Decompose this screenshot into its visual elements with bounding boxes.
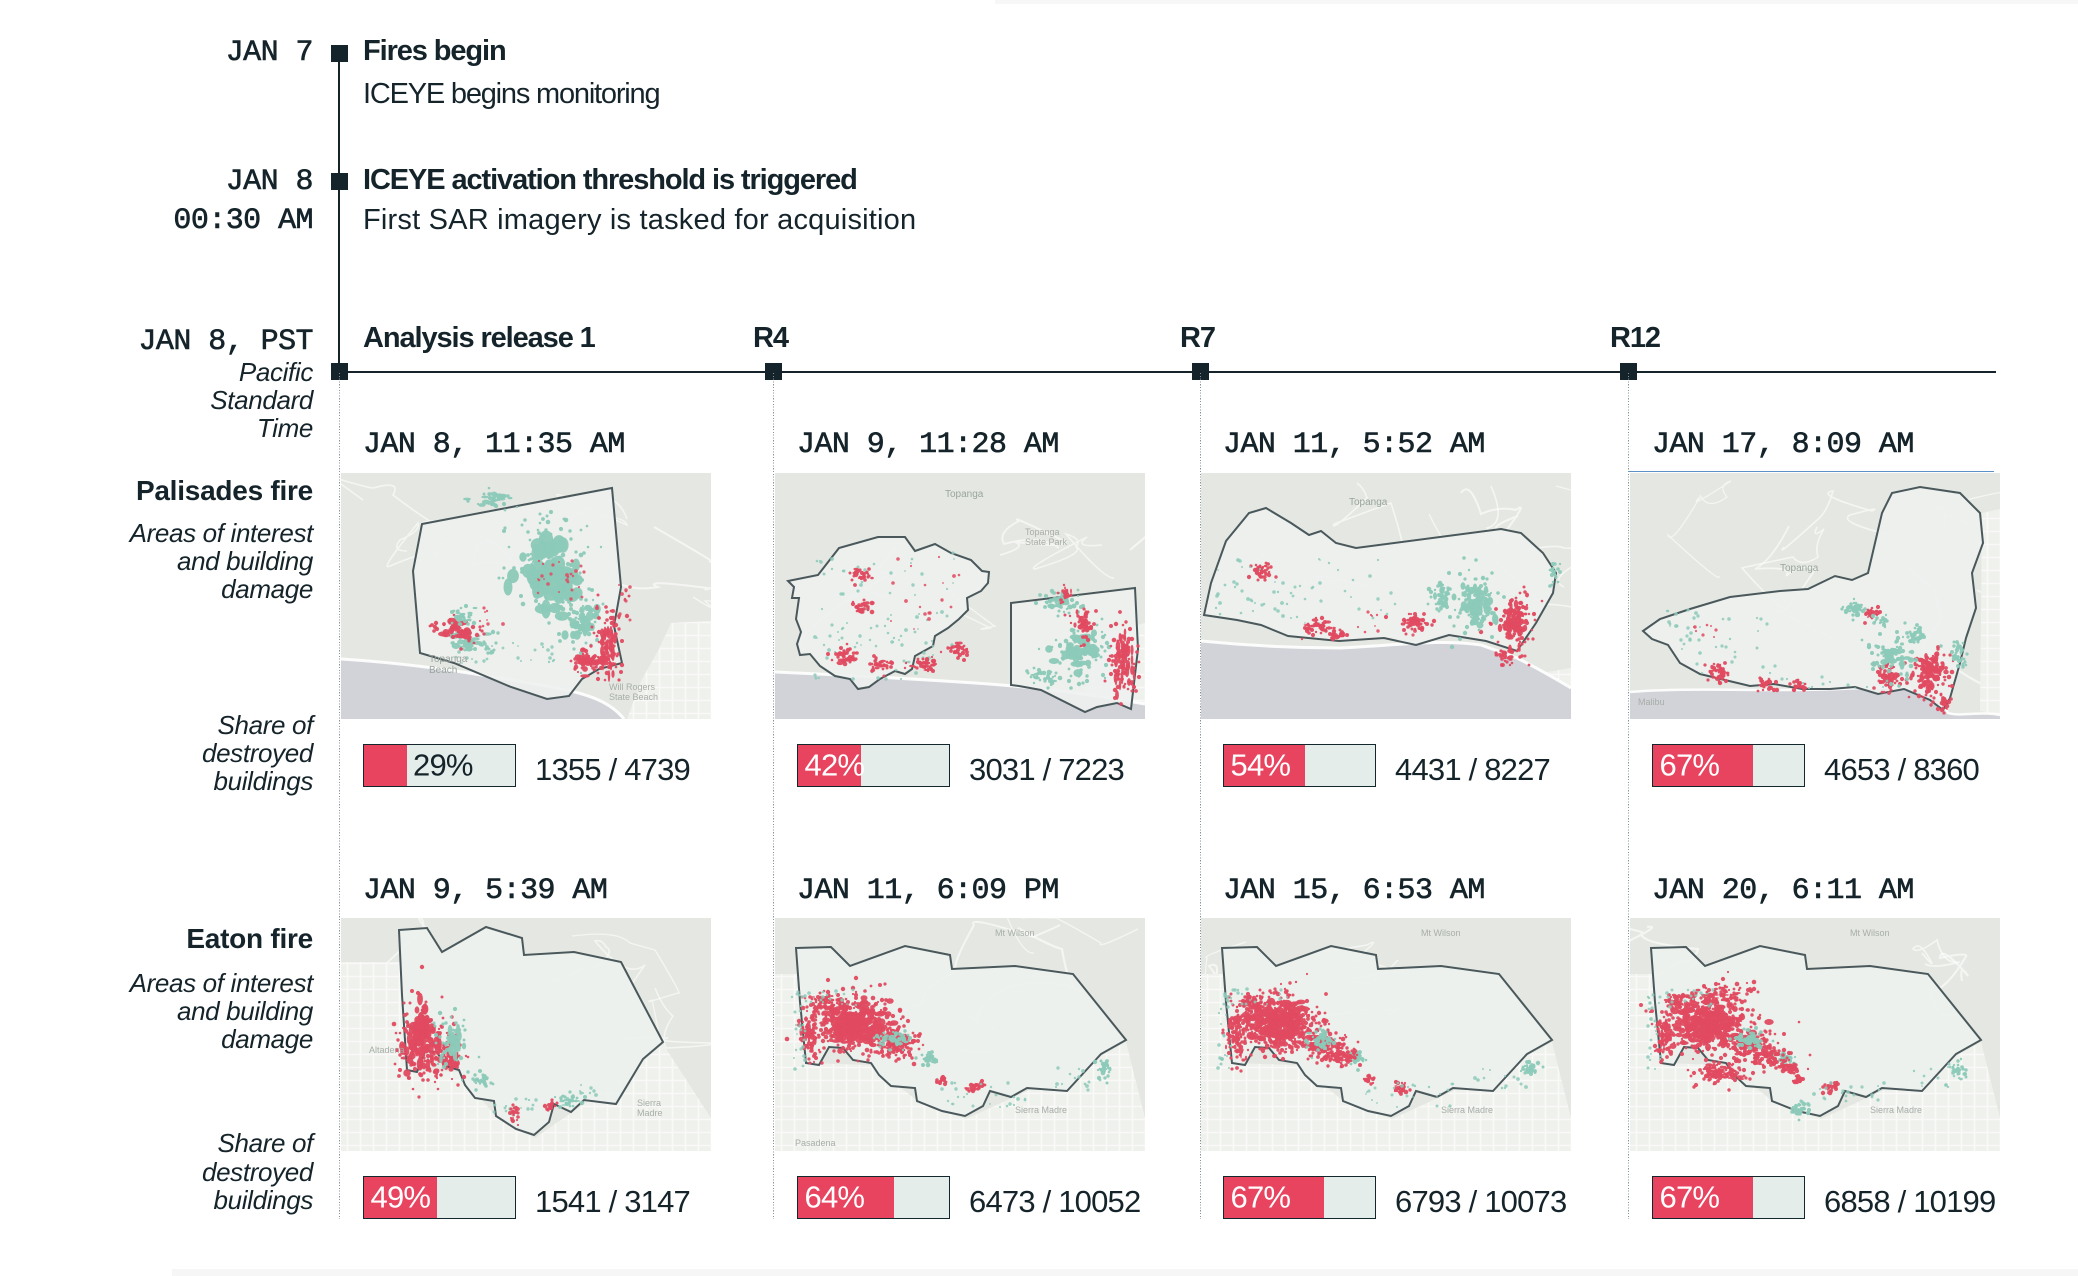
svg-text:Madre: Madre bbox=[637, 1108, 663, 1118]
svg-text:Pasadena: Pasadena bbox=[795, 1138, 836, 1148]
svg-text:Will Rogers: Will Rogers bbox=[609, 682, 656, 692]
svg-text:Mt Wilson: Mt Wilson bbox=[995, 928, 1035, 938]
svg-text:Altadena: Altadena bbox=[369, 1045, 405, 1055]
svg-text:Topanga: Topanga bbox=[1349, 497, 1388, 508]
svg-text:Sierra Madre: Sierra Madre bbox=[1441, 1105, 1493, 1115]
svg-text:State Beach: State Beach bbox=[609, 692, 658, 702]
svg-text:Beach: Beach bbox=[429, 665, 457, 676]
svg-text:State Park: State Park bbox=[1025, 537, 1068, 547]
svg-text:Topanga: Topanga bbox=[945, 489, 984, 500]
svg-text:Topanga: Topanga bbox=[429, 654, 468, 665]
svg-text:Topanga: Topanga bbox=[1025, 527, 1060, 537]
svg-text:Sierra Madre: Sierra Madre bbox=[1015, 1105, 1067, 1115]
svg-text:Mt Wilson: Mt Wilson bbox=[1421, 928, 1461, 938]
svg-text:Sierra: Sierra bbox=[637, 1098, 661, 1108]
